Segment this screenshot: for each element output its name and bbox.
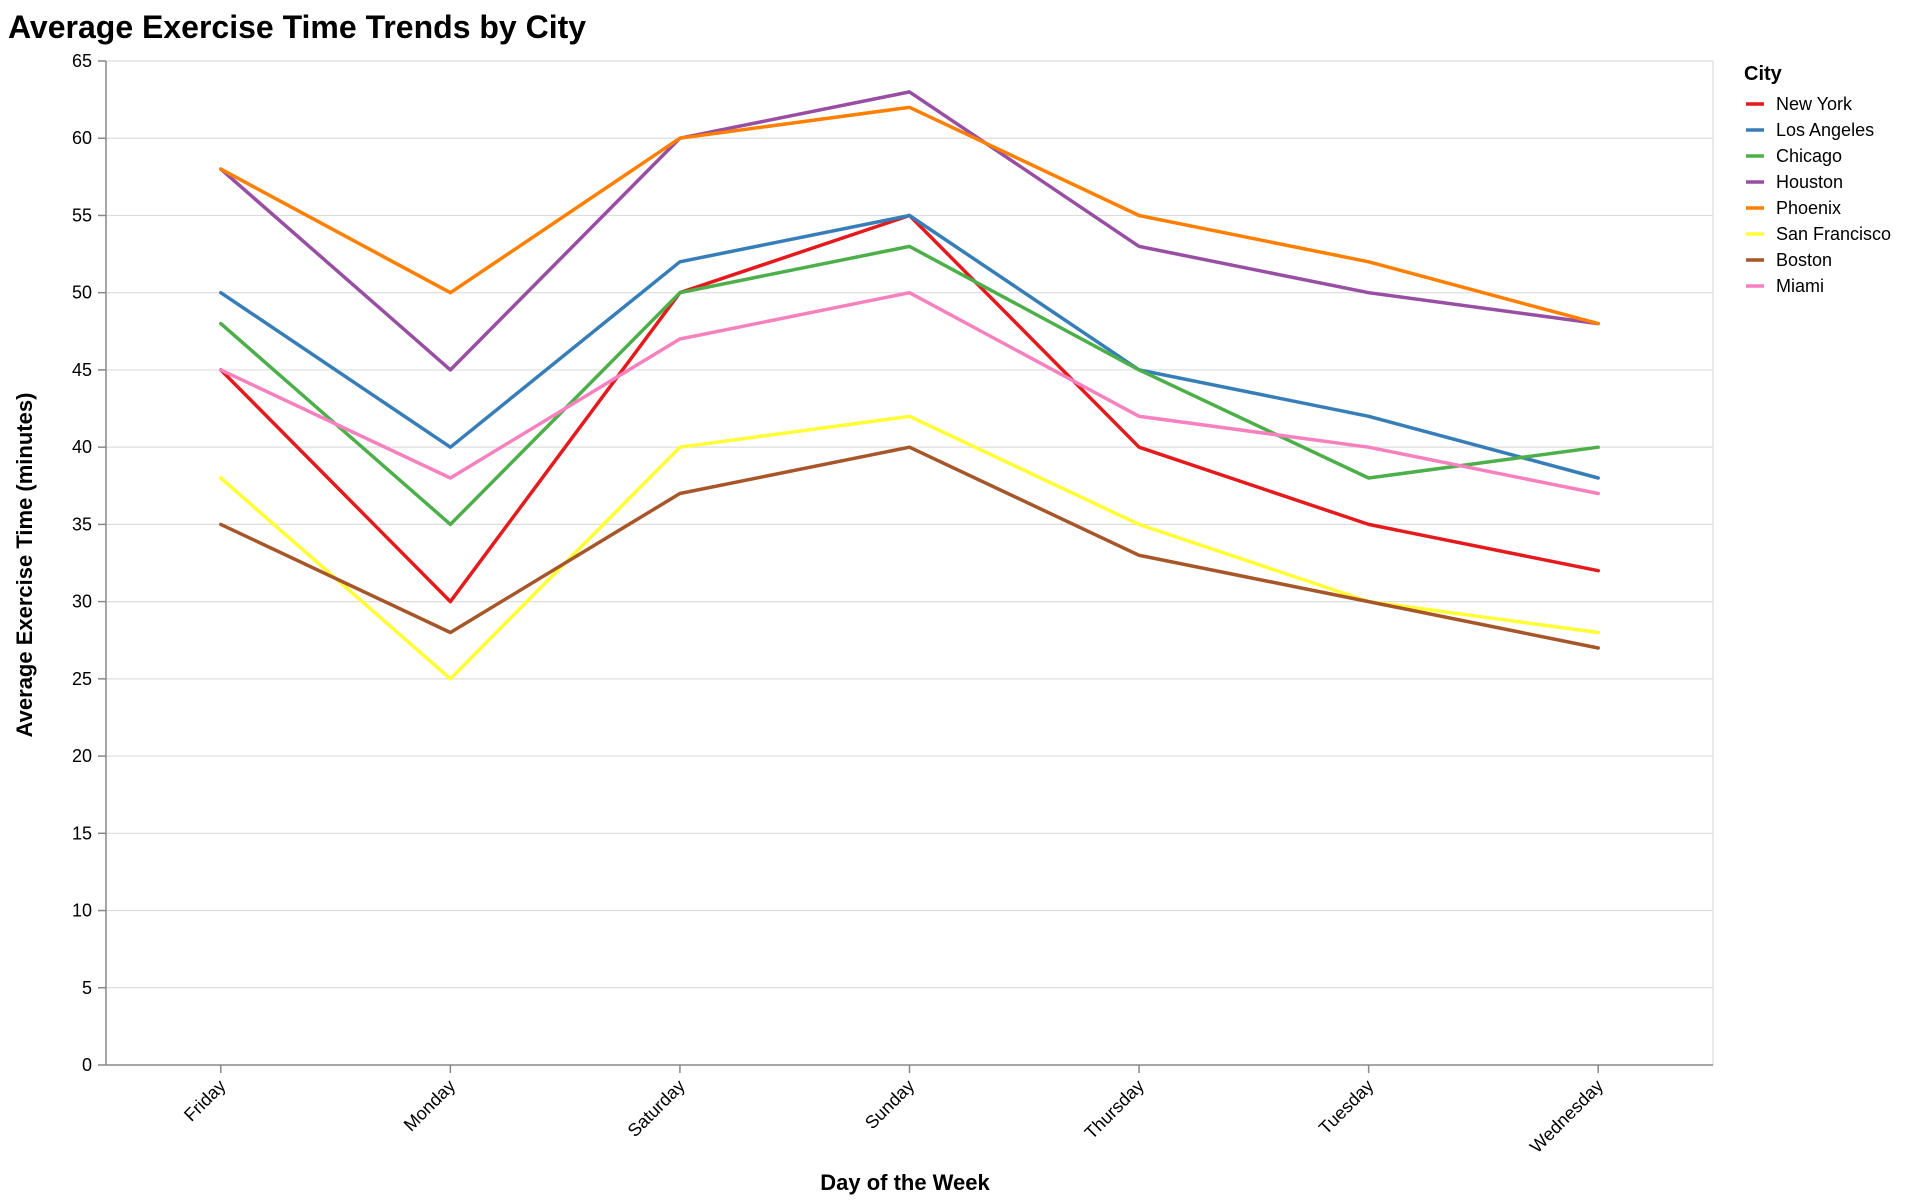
y-tick-label: 40 — [72, 437, 92, 457]
axes: 0 5 10 15 20 25 30 35 40 45 50 55 60 65 Friday Monday Sa… — [72, 51, 1713, 1157]
y-tick-label: 35 — [72, 514, 92, 534]
y-tick-label: 0 — [82, 1055, 92, 1075]
y-tick-label: 25 — [72, 669, 92, 689]
y-tick-label: 20 — [72, 746, 92, 766]
x-tick-label: Sunday — [861, 1076, 918, 1133]
series-lines — [219, 90, 1600, 681]
series-line-phoenix — [219, 105, 1600, 326]
x-tick-label: Saturday — [624, 1076, 689, 1141]
x-axis-title: Day of the Week — [820, 1170, 990, 1195]
x-tick-label: Monday — [400, 1076, 459, 1135]
legend-label-phoenix: Phoenix — [1776, 198, 1841, 218]
x-tick-label: Friday — [180, 1076, 230, 1126]
x-tick-label: Wednesday — [1526, 1076, 1607, 1157]
legend-label-boston: Boston — [1776, 250, 1832, 270]
legend-title: City — [1744, 63, 1783, 85]
series-line-houston — [219, 90, 1600, 372]
legend-label-houston: Houston — [1776, 172, 1843, 192]
series-line-chicago — [219, 244, 1600, 527]
y-tick-label: 65 — [72, 51, 92, 71]
series-line-miami — [219, 290, 1600, 496]
legend-label-los-angeles: Los Angeles — [1776, 120, 1874, 140]
y-tick-label: 60 — [72, 128, 92, 148]
y-tick-label: 45 — [72, 360, 92, 380]
legend-label-chicago: Chicago — [1776, 146, 1842, 166]
y-tick-label: 30 — [72, 592, 92, 612]
legend-label-san-francisco: San Francisco — [1776, 224, 1891, 244]
y-tick-label: 15 — [72, 823, 92, 843]
x-tick-label: Thursday — [1081, 1076, 1148, 1143]
series-line-new-york — [219, 213, 1600, 604]
series-line-los-angeles — [219, 213, 1600, 480]
legend-label-new-york: New York — [1776, 94, 1853, 114]
x-tick-label: Tuesday — [1315, 1076, 1377, 1138]
y-tick-label: 55 — [72, 205, 92, 225]
y-tick-label: 50 — [72, 283, 92, 303]
legend-label-miami: Miami — [1776, 276, 1824, 296]
y-tick-label: 5 — [82, 978, 92, 998]
series-line-boston — [219, 445, 1600, 650]
legend: City New York Los Angeles Chicago Houston Ph… — [1744, 63, 1891, 296]
y-tick-label: 10 — [72, 901, 92, 921]
y-axis-title: Average Exercise Time (minutes) — [12, 393, 37, 738]
grid-lines — [106, 60, 1714, 1065]
series-line-san-francisco — [219, 414, 1600, 681]
chart-title: Average Exercise Time Trends by City — [8, 9, 586, 45]
